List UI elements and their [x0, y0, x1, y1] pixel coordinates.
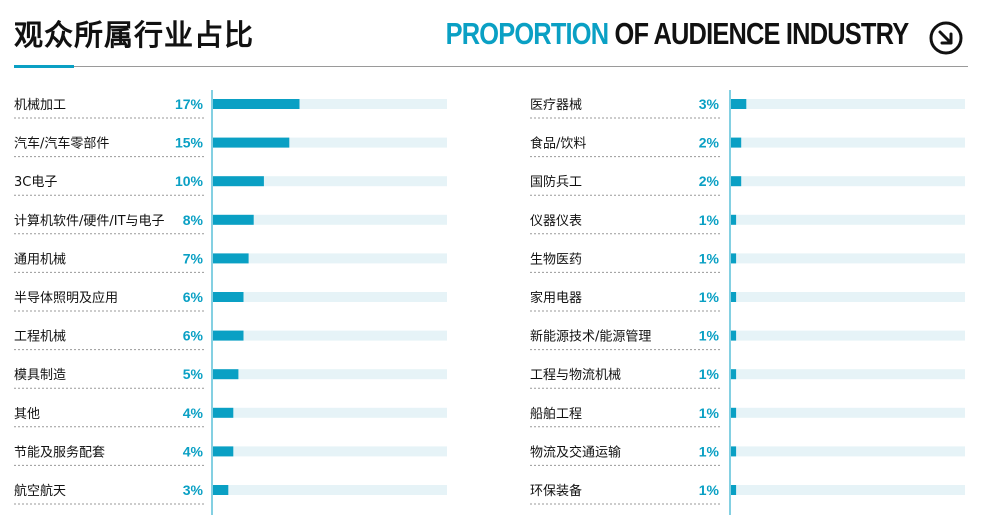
category-label: 新能源技术/能源管理: [530, 329, 651, 345]
bar: [731, 137, 742, 148]
value-label: 1%: [699, 212, 720, 228]
bar-track: [731, 407, 965, 418]
bar: [731, 253, 737, 264]
bar: [213, 330, 244, 341]
category-label: 物流及交通运输: [530, 444, 621, 460]
bar-track: [213, 137, 447, 148]
bar-track: [731, 137, 965, 148]
bar-track: [731, 214, 965, 225]
value-label: 15%: [175, 135, 204, 151]
bar-track: [731, 446, 965, 457]
category-label: 节能及服务配套: [14, 444, 105, 460]
header-divider: [14, 66, 968, 67]
bar: [731, 446, 737, 457]
arrow-down-right-circle-icon[interactable]: [928, 20, 964, 56]
category-label: 食品/饮料: [530, 136, 586, 152]
value-label: 3%: [183, 482, 204, 498]
category-label: 医疗器械: [530, 98, 582, 113]
bar-track: [213, 330, 447, 341]
bar: [731, 99, 747, 109]
value-label: 1%: [699, 482, 720, 498]
category-label: 工程机械: [14, 330, 66, 345]
value-label: 3%: [699, 96, 720, 112]
bar: [213, 99, 300, 109]
category-label: 3C电子: [14, 175, 57, 190]
bar-track: [731, 369, 965, 380]
bar: [213, 137, 290, 148]
value-label: 10%: [175, 173, 204, 189]
bar-track: [213, 485, 447, 495]
value-label: 8%: [183, 212, 204, 228]
value-label: 6%: [183, 328, 204, 344]
category-label: 汽车/汽车零部件: [14, 136, 109, 152]
value-label: 1%: [699, 366, 720, 382]
bar: [213, 407, 234, 418]
bar: [731, 214, 737, 225]
bar: [213, 214, 254, 225]
page-title: 观众所属行业占比: [14, 18, 255, 52]
title-accent: PROPORTION: [445, 16, 609, 51]
value-label: 6%: [183, 289, 204, 305]
bar-track: [213, 253, 447, 264]
bar-track: [213, 176, 447, 187]
category-label: 船舶工程: [530, 406, 582, 422]
bar-track: [213, 214, 447, 225]
value-label: 1%: [699, 289, 720, 305]
category-label: 国防兵工: [530, 174, 582, 190]
title-rest: OF AUDIENCE INDUSTRY: [607, 16, 909, 51]
bar: [213, 176, 264, 187]
category-label: 航空航天: [14, 483, 66, 499]
category-label: 机械加工: [14, 98, 66, 113]
bar: [213, 369, 239, 380]
page-title-english: PROPORTION OF AUDIENCE INDUSTRY: [445, 16, 909, 52]
category-label: 生物医药: [530, 252, 582, 267]
bar-track: [213, 407, 447, 418]
category-label: 其他: [14, 407, 40, 422]
category-label: 计算机软件/硬件/IT与电子: [14, 214, 165, 229]
value-label: 5%: [183, 366, 204, 382]
bar-track: [213, 446, 447, 457]
category-label: 仪器仪表: [530, 214, 582, 229]
bar: [213, 485, 229, 495]
bar-track: [731, 176, 965, 187]
bar: [213, 253, 249, 264]
bar: [731, 407, 737, 418]
bar-track: [731, 485, 965, 495]
bar: [731, 485, 737, 495]
value-label: 1%: [699, 405, 720, 421]
bar-track: [213, 99, 447, 109]
bar-track: [731, 253, 965, 264]
bar-track: [731, 292, 965, 302]
bar: [731, 369, 737, 380]
bar: [731, 330, 737, 341]
bar-track: [213, 369, 447, 380]
value-label: 4%: [183, 405, 204, 421]
value-label: 4%: [183, 443, 204, 459]
value-label: 1%: [699, 443, 720, 459]
category-label: 半导体照明及应用: [14, 290, 118, 306]
bar: [731, 292, 737, 302]
category-label: 模具制造: [14, 368, 66, 383]
value-label: 1%: [699, 250, 720, 266]
bar-track: [731, 99, 965, 109]
value-label: 17%: [175, 96, 204, 112]
value-label: 7%: [183, 250, 204, 266]
value-label: 2%: [699, 173, 720, 189]
bar: [213, 292, 244, 302]
category-label: 环保装备: [530, 483, 582, 499]
value-label: 2%: [699, 135, 720, 151]
header-divider-accent: [14, 65, 74, 68]
category-label: 家用电器: [530, 290, 582, 306]
bar-track: [213, 292, 447, 302]
category-label: 通用机械: [14, 252, 66, 267]
value-label: 1%: [699, 328, 720, 344]
category-label: 工程与物流机械: [530, 368, 621, 383]
bar: [731, 176, 742, 187]
bar: [213, 446, 234, 457]
bar-track: [731, 330, 965, 341]
